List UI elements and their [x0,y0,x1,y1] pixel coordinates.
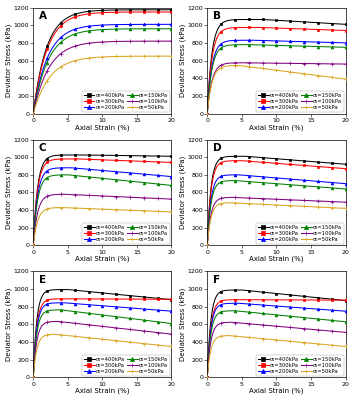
Legend: σ₁=400kPa, σ₁=300kPa, σ₁=200kPa, σ₁=150kPa, σ₁=100kPa, σ₁=50kPa: σ₁=400kPa, σ₁=300kPa, σ₁=200kPa, σ₁=150k… [82,223,170,244]
Text: E: E [39,275,46,285]
Legend: σ₁=400kPa, σ₁=300kPa, σ₁=200kPa, σ₁=150kPa, σ₁=100kPa, σ₁=50kPa: σ₁=400kPa, σ₁=300kPa, σ₁=200kPa, σ₁=150k… [82,355,170,376]
Text: F: F [213,275,220,285]
X-axis label: Axial Strain (%): Axial Strain (%) [249,256,304,262]
Text: D: D [213,143,222,153]
X-axis label: Axial Strain (%): Axial Strain (%) [75,124,130,130]
X-axis label: Axial Strain (%): Axial Strain (%) [249,388,304,394]
Y-axis label: Deviator Stress (kPa): Deviator Stress (kPa) [180,24,186,97]
Text: B: B [213,11,221,21]
Legend: σ₃=400kPa, σ₃=300kPa, σ₃=200kPa, σ₃=150kPa, σ₃=100kPa, σ₃=50kPa: σ₃=400kPa, σ₃=300kPa, σ₃=200kPa, σ₃=150k… [82,91,170,112]
X-axis label: Axial Strain (%): Axial Strain (%) [249,124,304,130]
Y-axis label: Deviator Stress (kPa): Deviator Stress (kPa) [6,24,12,97]
Legend: σ₁=400kPa, σ₁=300kPa, σ₁=200kPa, σ₁=150kPa, σ₁=100kPa, σ₁=50kPa: σ₁=400kPa, σ₁=300kPa, σ₁=200kPa, σ₁=150k… [256,91,344,112]
Legend: σ₁=400kPa, σ₁=300kPa, σ₁=200kPa, σ₁=150kPa, σ₁=100kPa, σ₁=50kPa: σ₁=400kPa, σ₁=300kPa, σ₁=200kPa, σ₁=150k… [256,223,344,244]
Y-axis label: Deviator Stress (kPa): Deviator Stress (kPa) [6,288,12,361]
Text: C: C [39,143,47,153]
Y-axis label: Deviator Stress (kPa): Deviator Stress (kPa) [6,156,12,229]
Legend: σ₁=400kPa, σ₁=300kPa, σ₁=200kPa, σ₁=150kPa, σ₁=100kPa, σ₁=50kPa: σ₁=400kPa, σ₁=300kPa, σ₁=200kPa, σ₁=150k… [256,355,344,376]
Y-axis label: Deviator Stress (kPa): Deviator Stress (kPa) [180,156,186,229]
Text: A: A [39,11,47,21]
Y-axis label: Deviator Stress (kPa): Deviator Stress (kPa) [180,288,186,361]
X-axis label: Axial Strain (%): Axial Strain (%) [75,256,130,262]
X-axis label: Axial Strain (%): Axial Strain (%) [75,388,130,394]
